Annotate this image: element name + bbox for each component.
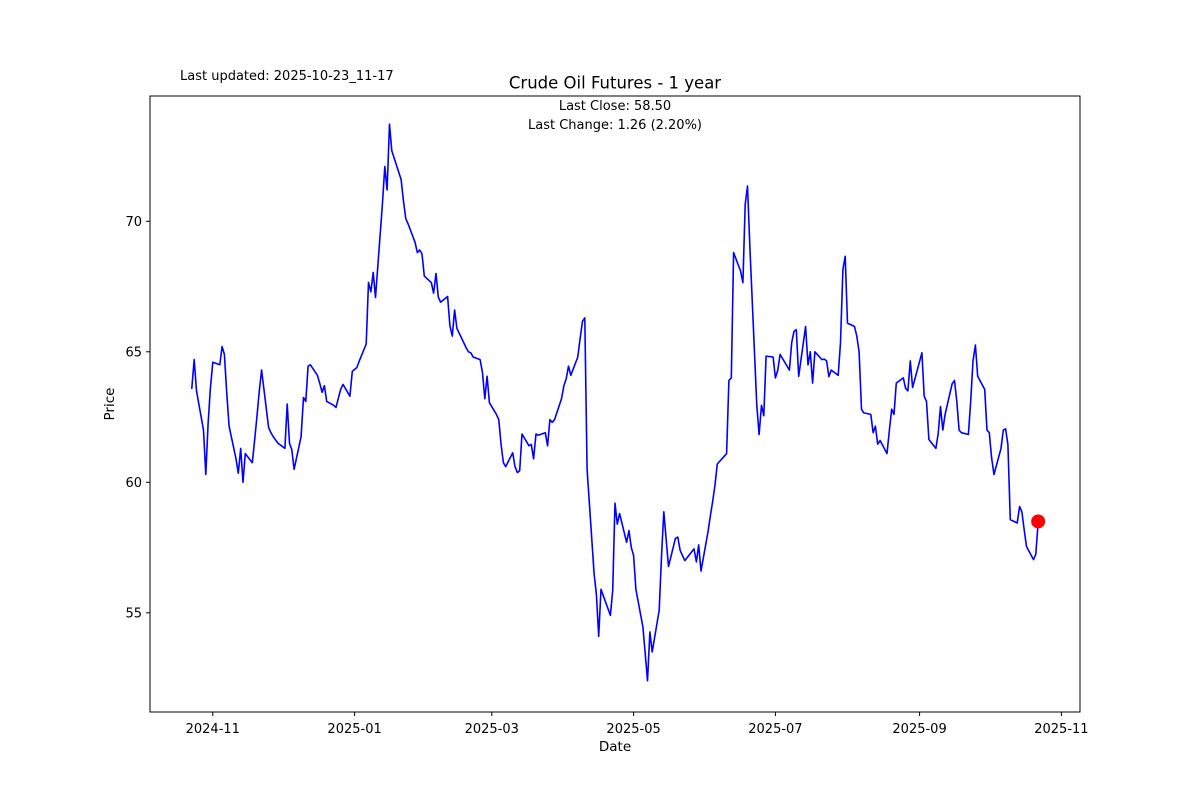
y-tick-label: 55 [125,606,142,621]
chart-title: Crude Oil Futures - 1 year [508,73,722,93]
x-tick-label: 2025-03 [465,722,519,737]
x-axis-label: Date [598,739,632,755]
annotation: Last Close: 58.50 Last Change: 1.26 (2.2… [528,97,702,135]
y-axis-label: Price [102,387,118,421]
x-tick-label: 2024-11 [186,722,240,737]
y-tick-label: 60 [125,476,142,491]
last-close-marker [1031,514,1046,529]
annotation-last-close: Last Close: 58.50 [558,99,672,114]
x-tick-label: 2025-05 [606,722,660,737]
x-tick-label: 2025-11 [1034,722,1088,737]
x-tick-label: 2025-09 [892,722,946,737]
price-line [191,123,1039,682]
last-updated-text: Last updated: 2025-10-23_11-17 [180,69,394,84]
y-tick-label: 65 [125,345,142,360]
x-tick-label: 2025-07 [748,722,802,737]
annotation-last-change: Last Change: 1.26 (2.20%) [527,118,703,133]
axes-frame [149,95,1081,713]
y-tick-label: 70 [125,215,142,230]
x-tick-label: 2025-01 [327,722,381,737]
